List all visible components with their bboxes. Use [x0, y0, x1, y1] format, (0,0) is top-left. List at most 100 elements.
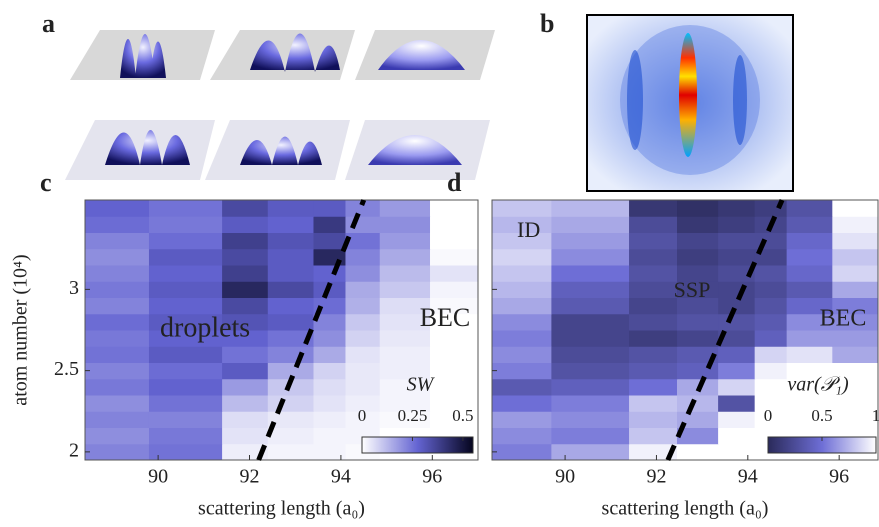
heatmap-cell	[832, 362, 879, 380]
heatmap-cell	[832, 200, 879, 217]
heatmap-cell	[313, 411, 346, 428]
heatmap-cell	[786, 297, 833, 315]
heatmap-cell	[832, 297, 879, 315]
heatmap-cell	[629, 346, 678, 363]
heatmap-cell	[379, 411, 431, 428]
heatmap-cell	[492, 427, 552, 445]
panel-a-renders	[65, 30, 495, 180]
heatmap-cell	[786, 395, 833, 412]
heatmap-panel: 90 92 94 96 scattering length (a₀) d ID SSP BEC 0…	[447, 168, 879, 520]
heatmap-cell	[148, 395, 223, 412]
heatmap-cell	[85, 330, 150, 347]
heatmap-cell	[267, 427, 314, 445]
heatmap-cell	[313, 443, 346, 461]
heatmap-cell	[85, 362, 150, 380]
heatmap-cell	[379, 395, 431, 412]
heatmap-cell	[629, 248, 678, 266]
heatmap-cell	[430, 346, 479, 363]
panel-label: b	[540, 9, 554, 38]
heatmap-cell	[754, 395, 788, 412]
heatmap-cell	[313, 362, 346, 380]
heatmap-cell	[492, 297, 552, 315]
heatmap-cell	[267, 248, 314, 266]
heatmap-cell	[492, 411, 552, 428]
heatmap-cell	[629, 427, 678, 445]
heatmap-cell	[832, 378, 879, 396]
heatmap-cell	[754, 346, 788, 363]
heatmap-cell	[345, 248, 381, 266]
phase-boundary	[665, 198, 785, 462]
heatmap-cell	[551, 330, 630, 347]
heatmap-cell	[313, 395, 346, 412]
heatmap-cell	[345, 378, 381, 396]
heatmap-cell	[222, 411, 269, 428]
heatmap-cell	[551, 378, 630, 396]
y-axis-label: atom number (10⁴)	[10, 254, 32, 405]
heatmap-cell	[718, 200, 756, 217]
heatmap-cell	[786, 313, 833, 331]
panel-label: d	[447, 168, 462, 197]
heatmap-cell	[492, 265, 552, 282]
heatmap-cell	[677, 395, 719, 412]
heatmap-cell	[677, 443, 719, 461]
x-axis-label: scattering length (a₀)	[198, 498, 365, 520]
heatmap-cell	[267, 362, 314, 380]
heatmap-cell	[267, 232, 314, 250]
heatmap-cell	[379, 232, 431, 250]
heatmap-cell	[786, 216, 833, 233]
heatmap-cell	[754, 313, 788, 331]
heatmap-cell	[551, 362, 630, 380]
colorbar-tick-label: 0.5	[811, 406, 832, 425]
heatmap-cell	[345, 346, 381, 363]
heatmap-cell	[313, 313, 346, 331]
y-tick-label: 2	[69, 439, 79, 461]
heatmap-cell	[629, 281, 678, 298]
heatmap-cell	[718, 216, 756, 233]
heatmap-cell	[492, 362, 552, 380]
heatmap-cell	[430, 330, 479, 347]
x-tick-label: 94	[331, 466, 351, 488]
heatmap-cell	[148, 216, 223, 233]
heatmap-cell	[345, 330, 381, 347]
x-tick-label: 96	[829, 466, 849, 488]
heatmap-cell	[629, 232, 678, 250]
heatmap-cell	[677, 216, 719, 233]
heatmap-cell	[551, 200, 630, 217]
heatmap-cell	[313, 232, 346, 250]
panel-label: c	[40, 168, 52, 197]
heatmap-cell	[222, 427, 269, 445]
heatmap-cell	[267, 443, 314, 461]
heatmap-cell	[85, 427, 150, 445]
heatmap-cell	[379, 346, 431, 363]
heatmap-cell	[677, 330, 719, 347]
heatmap-cell	[754, 411, 788, 428]
heatmap-cell	[718, 265, 756, 282]
heatmap-cell	[832, 313, 879, 331]
heatmap-cell	[677, 362, 719, 380]
heatmap-cell	[148, 427, 223, 445]
heatmap-cell	[551, 346, 630, 363]
colorbar-label: var(𝒫₁)	[787, 374, 849, 396]
heatmap-cell	[492, 281, 552, 298]
heatmap-cell	[754, 281, 788, 298]
heatmap-cell	[430, 297, 479, 315]
heatmap-cell	[677, 346, 719, 363]
heatmap-cell	[629, 411, 678, 428]
heatmap-cell	[267, 200, 314, 217]
heatmap-cell	[832, 395, 879, 412]
heatmap-cell	[222, 281, 269, 298]
heatmap-cell	[492, 443, 552, 461]
heatmap-cell	[718, 411, 756, 428]
heatmap-cell	[786, 346, 833, 363]
heatmap-cell	[430, 281, 479, 298]
heatmap-cell	[379, 362, 431, 380]
heatmap-cell	[629, 265, 678, 282]
panel-label: a	[42, 9, 55, 38]
heatmap-cell	[148, 281, 223, 298]
heatmap-cell	[718, 297, 756, 315]
x-tick-label: 94	[738, 466, 758, 488]
heatmap-cell	[267, 313, 314, 331]
colorbar-label: SW	[407, 374, 436, 396]
heatmap-cell	[267, 378, 314, 396]
